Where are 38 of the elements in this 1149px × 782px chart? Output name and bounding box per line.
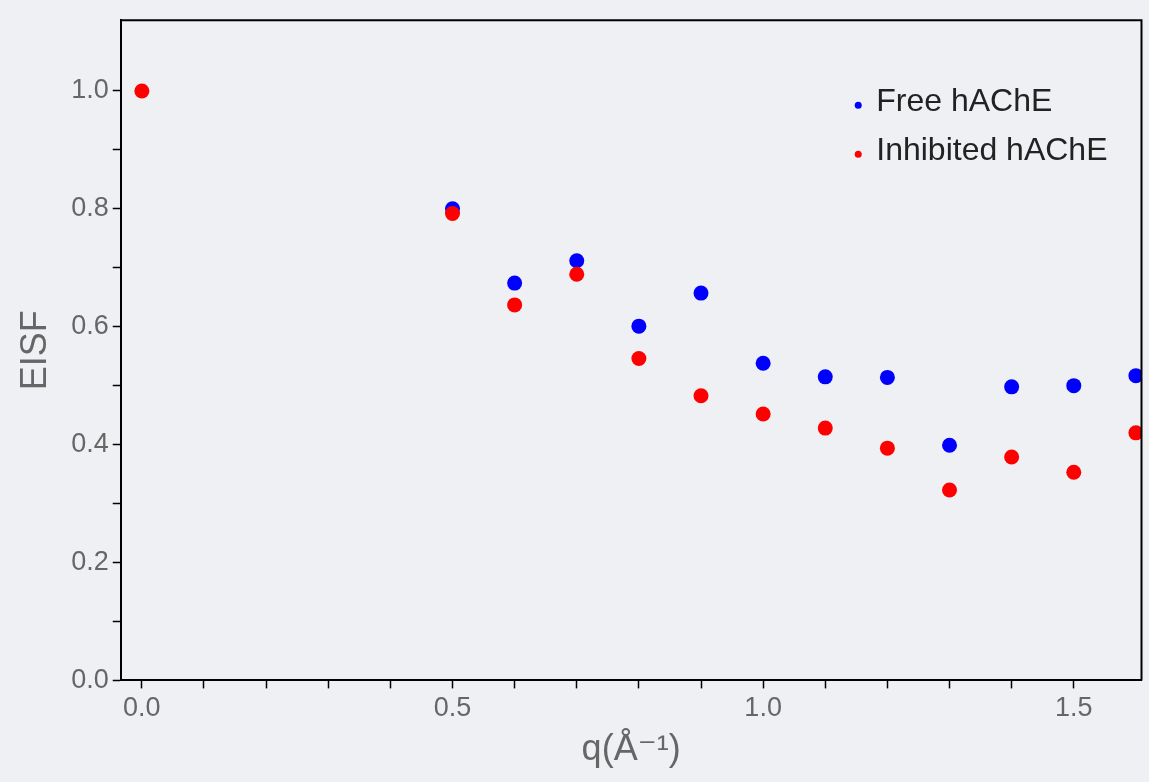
y-axis-title: EISF <box>12 310 54 391</box>
point <box>445 206 460 222</box>
point <box>1004 449 1020 465</box>
x-axis-title: q(Å⁻¹) <box>581 727 681 769</box>
point <box>755 355 771 371</box>
point <box>693 285 709 301</box>
x-tick-label: 1.0 <box>744 692 782 723</box>
y-tick-label: 0.2 <box>71 545 109 576</box>
point <box>631 318 647 334</box>
point <box>134 83 150 99</box>
point <box>1066 464 1082 480</box>
point <box>1128 368 1142 384</box>
point <box>942 437 958 453</box>
point <box>1004 379 1020 395</box>
y-tick-label: 0.4 <box>71 428 109 459</box>
point <box>942 482 958 498</box>
point <box>569 266 585 282</box>
point <box>755 406 771 422</box>
x-tick-label: 0.0 <box>123 692 161 723</box>
point <box>1066 378 1082 394</box>
point <box>693 388 709 404</box>
y-tick-label: 1.0 <box>71 74 109 105</box>
point <box>879 369 895 385</box>
x-tick-label: 0.5 <box>433 692 472 723</box>
y-tick-label: 0.6 <box>71 310 109 341</box>
legend-label: Inhibited hAChE <box>876 131 1108 168</box>
point <box>631 351 647 367</box>
point <box>879 440 895 456</box>
point <box>817 420 833 436</box>
point <box>507 297 523 313</box>
y-tick-label: 0.0 <box>71 663 109 694</box>
point <box>569 253 585 269</box>
x-tick-label: 1.5 <box>1055 692 1093 723</box>
y-tick-label: 0.8 <box>71 192 109 223</box>
legend-label: Free hAChE <box>876 82 1053 119</box>
point <box>817 369 833 385</box>
point <box>1128 425 1142 441</box>
point <box>507 275 523 291</box>
